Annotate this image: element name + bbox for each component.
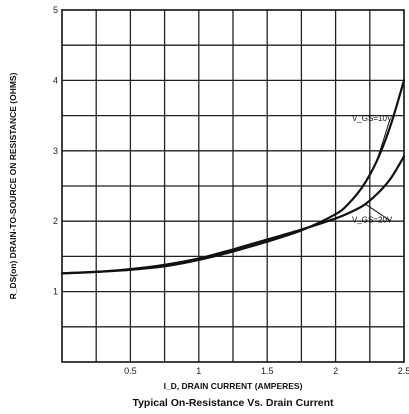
annotation-leader bbox=[376, 119, 391, 162]
y-tick-label: 2 bbox=[53, 216, 58, 226]
plot-frame bbox=[61, 9, 405, 363]
series-annotation-1: V_GS=20V bbox=[352, 216, 393, 225]
series-line-1 bbox=[60, 155, 406, 275]
series-layer: V_GS=10V V_GS=20V bbox=[60, 79, 406, 275]
x-tick-label: 1.5 bbox=[261, 366, 274, 376]
y-tick-label: 3 bbox=[53, 146, 58, 156]
x-axis-title: I_D, DRAIN CURRENT (AMPERES) bbox=[164, 381, 303, 391]
series-annotation-0: V_GS=10V bbox=[352, 114, 393, 123]
tick-labels: 0.5 1 1.5 2 2.5 1 2 3 4 5 bbox=[53, 5, 409, 376]
grid bbox=[62, 10, 404, 362]
x-tick-label: 0.5 bbox=[124, 366, 137, 376]
x-tick-label: 2 bbox=[333, 366, 338, 376]
chart-title: Typical On-Resistance Vs. Drain Current bbox=[132, 397, 334, 409]
x-tick-label: 2.5 bbox=[398, 366, 409, 376]
annotation-leader bbox=[365, 203, 391, 222]
y-axis-title: R_DS(on) DRAIN-TO-SOURCE ON RESISTANCE (… bbox=[8, 72, 18, 299]
y-tick-label: 5 bbox=[53, 5, 58, 15]
x-tick-label: 1 bbox=[196, 366, 201, 376]
y-tick-label: 4 bbox=[53, 75, 58, 85]
y-tick-label: 1 bbox=[53, 287, 58, 297]
